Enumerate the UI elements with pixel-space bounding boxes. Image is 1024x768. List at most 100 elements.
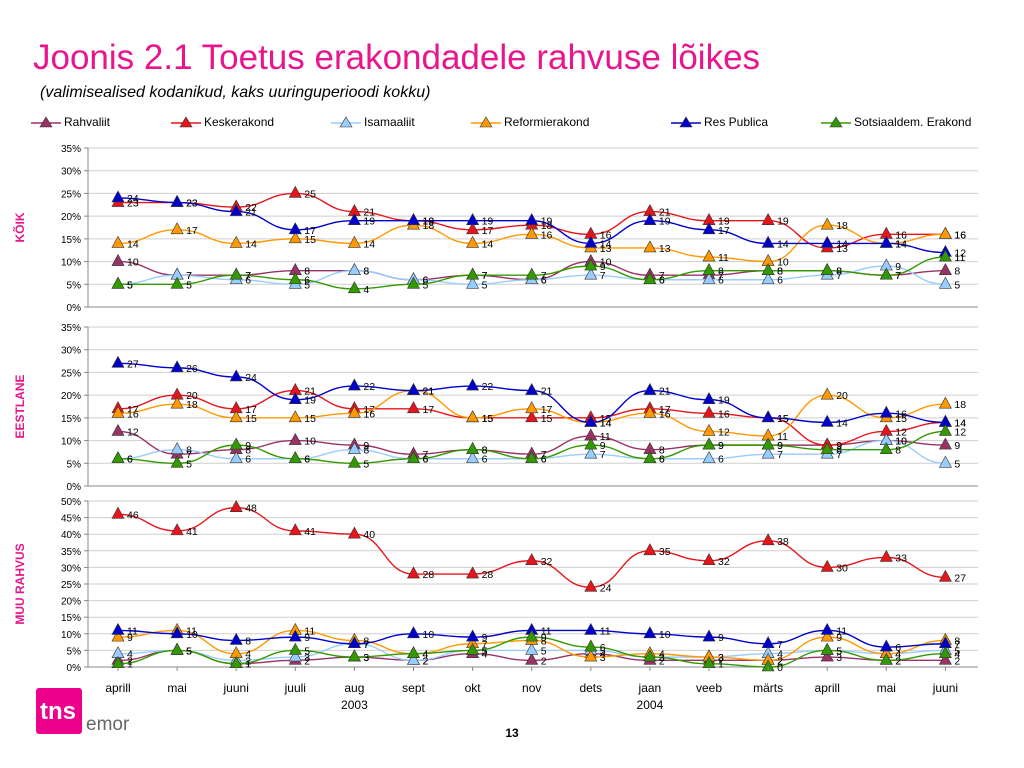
data-point <box>643 213 657 225</box>
data-label: 5 <box>304 645 310 657</box>
y-tick-label: 25% <box>61 580 81 591</box>
data-point <box>288 410 302 423</box>
data-label: 10 <box>423 629 435 641</box>
data-point <box>938 263 952 275</box>
x-tick-label: mai <box>167 681 186 695</box>
y-tick-label: 35% <box>61 144 81 155</box>
data-label: 5 <box>423 279 429 291</box>
data-point <box>406 451 421 464</box>
data-label: 11 <box>127 625 138 637</box>
data-label: 6 <box>659 275 665 287</box>
data-label: 15 <box>541 413 553 425</box>
series-keskerakond: 46 41 48 41 40 28 28 32 24 35 32 38 30 33 27 <box>111 500 966 594</box>
x-tick-label: juuli <box>284 681 306 695</box>
data-label: 7 <box>836 270 842 282</box>
data-label: 13 <box>836 243 848 255</box>
data-point <box>229 451 243 464</box>
data-label: 17 <box>127 404 139 416</box>
data-label: 21 <box>363 207 375 219</box>
data-label: 16 <box>600 229 612 241</box>
data-label: 8 <box>304 266 310 278</box>
panel-label: EESTLANE <box>13 374 27 438</box>
data-label: 7 <box>363 639 369 651</box>
data-label: 9 <box>836 440 842 452</box>
data-label: 11 <box>718 252 729 264</box>
data-label: 6 <box>304 454 310 466</box>
data-label: 11 <box>186 625 197 637</box>
data-label: 9 <box>777 440 783 452</box>
data-label: 6 <box>541 454 547 466</box>
data-label: 8 <box>718 266 724 278</box>
series-line <box>117 643 946 662</box>
y-tick-label: 30% <box>61 563 81 574</box>
x-tick-label: juuni <box>223 681 249 695</box>
data-label: 21 <box>659 207 671 219</box>
page-number: 13 <box>505 726 519 740</box>
data-label: 7 <box>836 449 842 461</box>
legend-label: Sotsiaaldem. Erakond <box>854 115 972 129</box>
data-label: 10 <box>600 257 612 269</box>
data-label: 9 <box>245 440 251 452</box>
data-label: 24 <box>245 372 257 384</box>
data-label: 9 <box>482 632 488 644</box>
data-point <box>347 213 361 225</box>
series-line <box>117 362 946 424</box>
data-label: 6 <box>423 454 429 466</box>
data-label: 6 <box>895 642 901 654</box>
data-label: 30 <box>836 562 848 574</box>
data-point <box>347 636 361 649</box>
data-label: 10 <box>659 629 671 641</box>
data-point <box>466 267 480 280</box>
data-label: 19 <box>777 216 789 228</box>
data-label: 15 <box>482 413 494 425</box>
data-point <box>525 382 539 395</box>
data-point <box>702 392 716 404</box>
data-point <box>702 222 716 235</box>
data-point <box>761 446 775 459</box>
x-tick-label: mai <box>877 681 896 695</box>
data-point <box>702 437 716 450</box>
data-label: 5 <box>954 645 960 657</box>
series-isamaaliit: 57 6 586 5 6 7 6 6 6 795 <box>111 258 960 291</box>
legend-marker-icon <box>331 116 361 128</box>
data-label: 16 <box>895 229 907 241</box>
data-label: 15 <box>895 413 907 425</box>
data-point <box>111 629 125 642</box>
chart-panel-3: 0% 5% 10% 15% 20% 25% 30% 35% 40% 45% 50% MUU RAHVU… <box>13 497 978 712</box>
data-point <box>584 437 598 450</box>
data-label: 5 <box>363 458 369 470</box>
logo-mark <box>36 688 82 734</box>
data-point <box>643 240 657 253</box>
data-point <box>288 272 302 285</box>
y-tick-label: 10% <box>61 258 81 269</box>
data-point <box>643 649 657 662</box>
data-label: 8 <box>777 266 783 278</box>
legend-marker-icon <box>471 116 501 128</box>
y-tick-label: 35% <box>61 547 81 558</box>
data-point <box>584 235 598 248</box>
data-point <box>584 622 598 635</box>
data-point <box>584 414 598 427</box>
legend-label: Rahvaliit <box>64 115 111 129</box>
data-label: 5 <box>186 458 192 470</box>
data-point <box>170 396 184 409</box>
data-label: 5 <box>186 645 192 657</box>
data-point <box>761 213 775 225</box>
data-label: 17 <box>304 225 316 237</box>
data-point <box>111 235 125 248</box>
data-label: 11 <box>600 625 611 637</box>
y-tick-label: 30% <box>61 167 81 178</box>
data-label: 11 <box>541 625 552 637</box>
data-point <box>761 636 775 649</box>
data-point <box>584 446 598 459</box>
data-label: 9 <box>363 440 369 452</box>
y-tick-label: 20% <box>61 391 81 402</box>
data-label: 27 <box>127 358 139 370</box>
data-point <box>170 523 184 536</box>
data-point <box>111 253 125 266</box>
data-label: 3 <box>836 652 842 664</box>
data-label: 18 <box>836 220 848 232</box>
data-point <box>938 276 952 289</box>
